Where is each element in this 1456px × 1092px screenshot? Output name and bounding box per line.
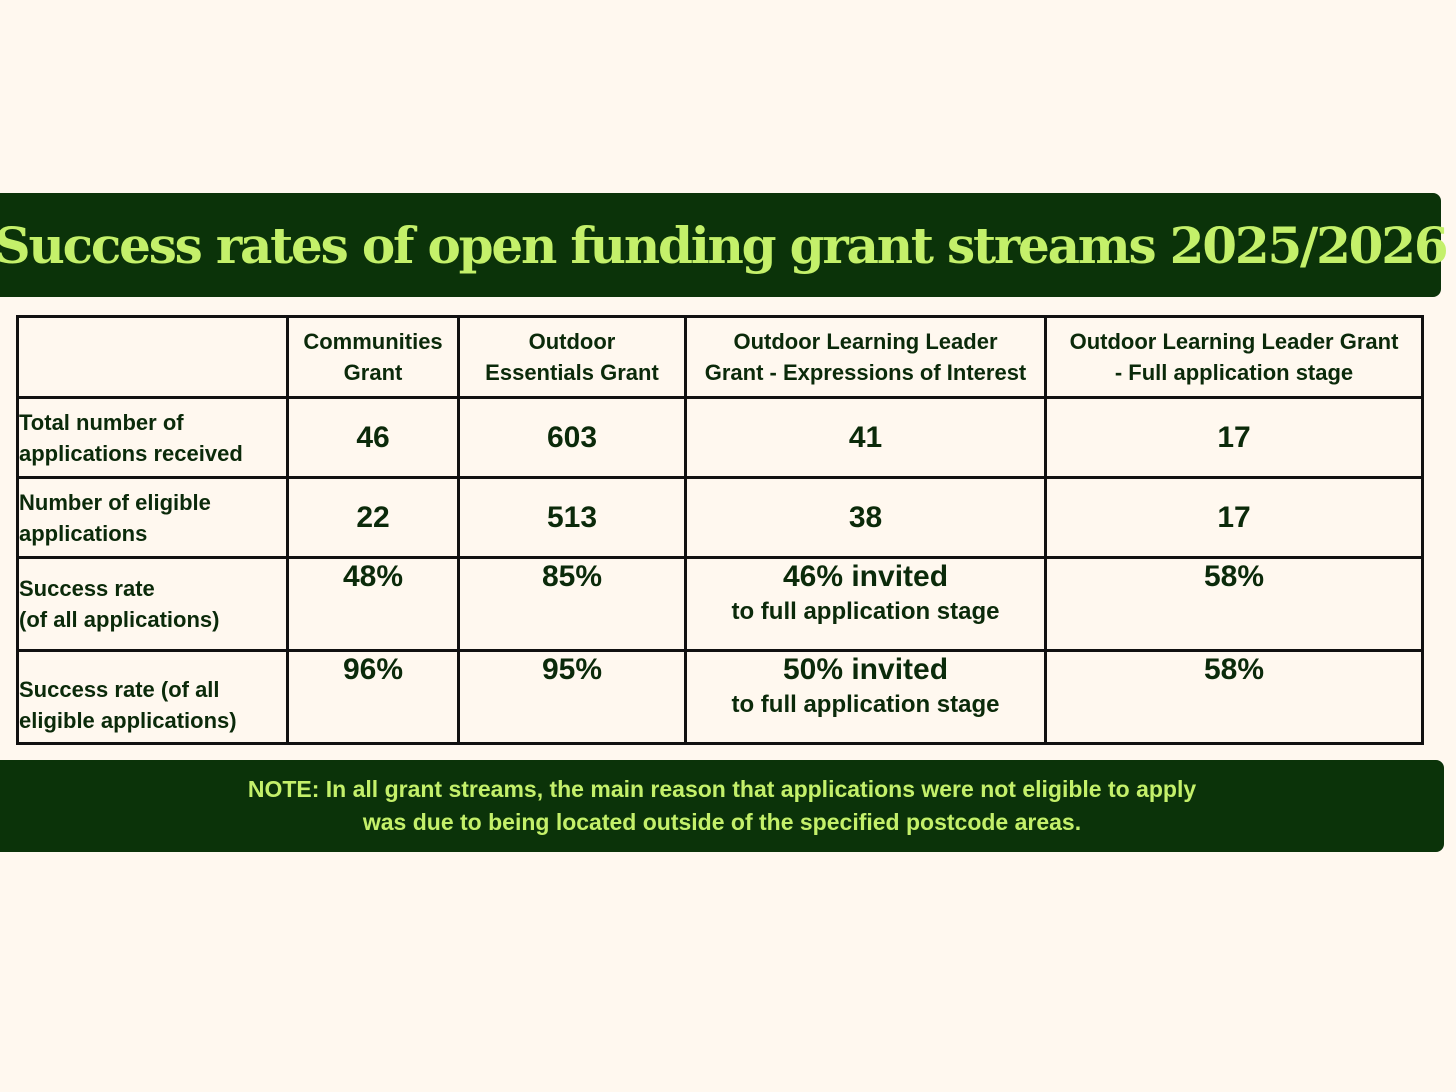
success-rates-table: Communities Grant Outdoor Essentials Grant… [16,315,1424,745]
table-cell: 38 [684,476,1047,559]
table-cell: 96% [286,649,460,745]
table-cell: 46% invited to full application stage [684,556,1047,652]
row-label-total-applications: Total number of applications received [16,396,289,479]
table-row: Success rate (of all eligible application… [16,649,1424,745]
note-banner: NOTE: In all grant streams, the main rea… [0,760,1444,852]
column-header-oll-expressions-of-interest: Outdoor Learning Leader Grant - Expressio… [684,315,1047,399]
corner-cell [16,315,289,399]
row-label-success-rate-eligible: Success rate (of all eligible application… [16,649,289,745]
table-cell: 22 [286,476,460,559]
table-cell: 58% [1044,649,1424,745]
table-cell: 41 [684,396,1047,479]
table-cell: 513 [457,476,687,559]
table-row: Success rate (of all applications) 48% 85… [16,556,1424,652]
table-header-row: Communities Grant Outdoor Essentials Grant… [16,315,1424,399]
table-cell: 17 [1044,396,1424,479]
table-cell: 85% [457,556,687,652]
table-row: Total number of applications received 46 … [16,396,1424,479]
table-cell: 48% [286,556,460,652]
table-cell: 58% [1044,556,1424,652]
page-title: Success rates of open funding grant stre… [0,215,1449,275]
title-banner: Success rates of open funding grant stre… [0,193,1449,297]
table-row: Number of eligible applications 22 513 38… [16,476,1424,559]
table-cell: 17 [1044,476,1424,559]
note-line: NOTE: In all grant streams, the main rea… [247,776,1197,802]
row-label-success-rate-all: Success rate (of all applications) [16,556,289,652]
column-header-oll-full-application: Outdoor Learning Leader Grant - Full appl… [1044,315,1424,399]
table-cell: 603 [457,396,687,479]
row-label-eligible-applications: Number of eligible applications [16,476,289,559]
column-header-communities-grant: Communities Grant [286,315,460,399]
column-header-outdoor-essentials-grant: Outdoor Essentials Grant [457,315,687,399]
table-cell: 46 [286,396,460,479]
note-line: was due to being located outside of the … [362,809,1082,835]
table-cell: 95% [457,649,687,745]
table-cell: 50% invited to full application stage [684,649,1047,745]
